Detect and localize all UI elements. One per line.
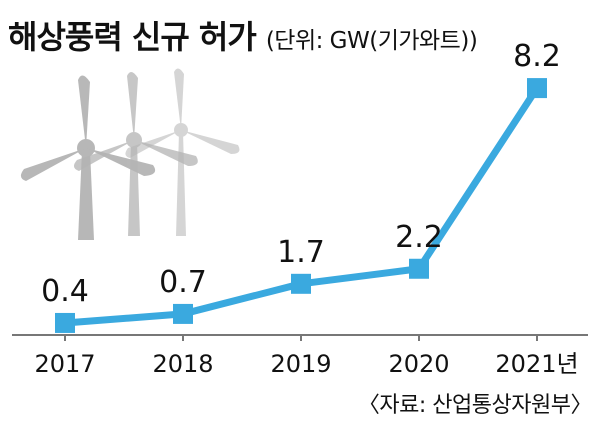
data-label: 8.2 bbox=[513, 39, 561, 74]
x-tick-label: 2017 bbox=[34, 350, 95, 378]
source-note: 〈자료: 산업통상자원부〉 bbox=[357, 393, 593, 418]
data-point-marker bbox=[527, 78, 547, 99]
x-tick-label: 2019 bbox=[270, 350, 331, 378]
data-point-marker bbox=[291, 273, 311, 294]
x-tick-label: 2018 bbox=[152, 350, 213, 378]
data-labels: 0.4 0.7 1.7 2.2 8.2 bbox=[41, 39, 561, 309]
series-markers bbox=[55, 78, 547, 333]
unit-label: (단위: GW(기가와트)) bbox=[265, 28, 478, 54]
data-point-marker bbox=[173, 303, 193, 324]
data-label: 2.2 bbox=[395, 220, 443, 255]
data-point-marker bbox=[409, 258, 429, 279]
x-axis-ticks bbox=[64, 335, 538, 341]
wind-turbine-icon bbox=[20, 68, 240, 240]
x-tick-label: 2020 bbox=[388, 350, 449, 378]
data-label: 1.7 bbox=[277, 235, 325, 270]
chart-header: 해상풍력 신규 허가 (단위: GW(기가와트)) bbox=[8, 12, 478, 58]
data-point-marker bbox=[55, 312, 75, 333]
chart-title: 해상풍력 신규 허가 bbox=[8, 18, 257, 56]
x-tick-labels: 2017 2018 2019 2020 2021년 bbox=[34, 350, 578, 378]
x-tick-label: 2021년 bbox=[495, 350, 578, 378]
data-label: 0.4 bbox=[41, 274, 89, 309]
data-label: 0.7 bbox=[159, 265, 207, 300]
